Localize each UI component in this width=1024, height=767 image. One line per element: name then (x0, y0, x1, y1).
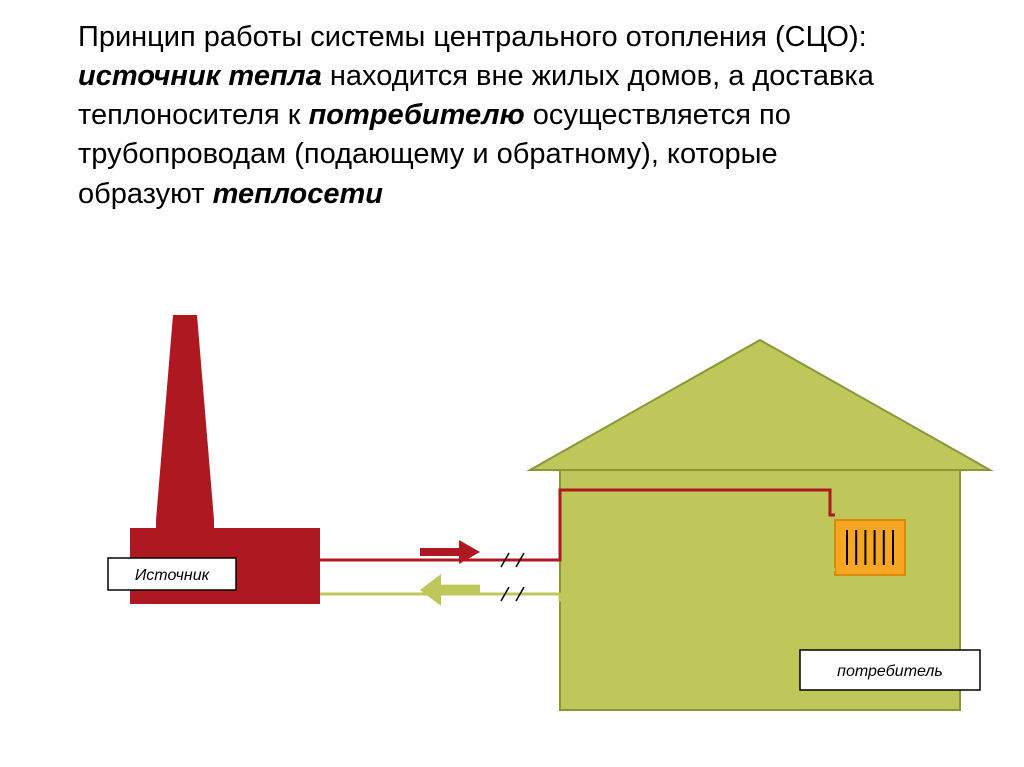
text-em2: потребителю (309, 99, 525, 131)
text-prefix: Принцип работы системы центрального отоп… (78, 21, 867, 53)
heating-diagram: потребитель Источник (0, 290, 1024, 760)
radiator (835, 520, 905, 575)
consumer-label: потребитель (837, 663, 943, 680)
text-em3: теплосети (213, 178, 383, 210)
source-label: Источник (135, 567, 211, 584)
text-em1: источник тепла (78, 60, 322, 92)
house-roof (530, 340, 990, 470)
backward-arrow-icon (420, 574, 480, 606)
chimney (156, 315, 214, 520)
description-paragraph: Принцип работы системы центрального отоп… (78, 18, 898, 214)
